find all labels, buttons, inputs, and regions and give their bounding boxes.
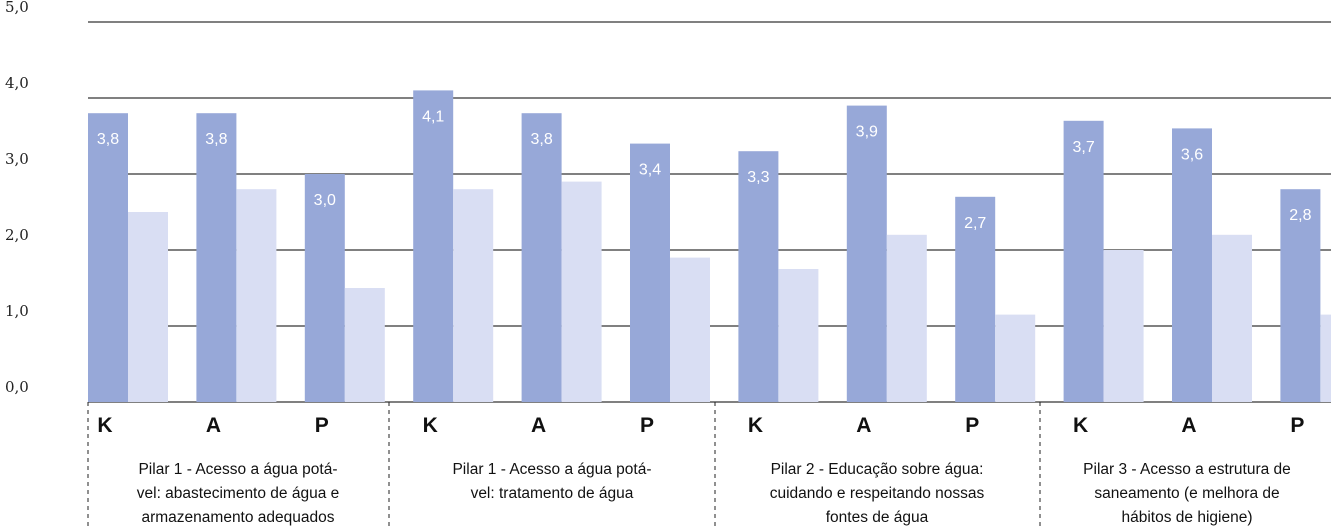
y-axis-ticks: 0,0 1,0 2,0 3,0 4,0 5,0: [5, 0, 29, 396]
group-label-line: Pilar 1 - Acesso a água potá-: [138, 461, 337, 478]
bar-value-label: 3,8: [530, 131, 552, 148]
bar-value-label: 2,8: [1289, 207, 1311, 224]
group-separators: [87, 402, 1041, 530]
bar-primary: [196, 113, 237, 402]
group-label-line: fontes de água: [826, 509, 929, 526]
bar-primary: [630, 143, 670, 402]
group-label-line: Pilar 1 - Acesso a água potá-: [452, 461, 651, 478]
bar-secondary: [561, 181, 602, 402]
x-category-label: P: [640, 414, 654, 437]
group-label-line: armazenamento adequados: [141, 509, 334, 526]
group-label: Pilar 2 - Educação sobre água: cuidando e…: [770, 461, 985, 526]
x-category-label: P: [965, 414, 979, 437]
bar-primary: [521, 113, 562, 402]
y-tick-label: 4,0: [5, 74, 29, 92]
bar-primary: [846, 105, 887, 402]
x-category-label: P: [315, 414, 329, 437]
group-labels: Pilar 1 - Acesso a água potá-vel: abaste…: [137, 461, 1291, 526]
bar-primary: [304, 174, 345, 402]
group-label-line: saneamento (e melhora de: [1094, 485, 1279, 502]
bar-value-label: 3,6: [1181, 146, 1203, 163]
x-category-label: A: [1181, 414, 1196, 437]
y-tick-label: 2,0: [5, 226, 29, 244]
x-category-label: A: [856, 414, 871, 437]
x-category-label: P: [1290, 414, 1304, 437]
bar-primary: [88, 113, 128, 402]
group-label-line: cuidando e respeitando nossas: [770, 485, 985, 502]
group-label-line: Pilar 3 - Acesso a estrutura de: [1083, 461, 1291, 478]
bar-value-label: 3,9: [856, 124, 878, 141]
group-label: Pilar 1 - Acesso a água potá-vel: abaste…: [137, 461, 340, 526]
bar-value-labels: 3,8 3,8 3,0 4,1 3,8 3,4 3,3 3,9 2,7 3,7 3,6 2,8: [97, 108, 1312, 231]
bar-secondary: [453, 189, 494, 402]
group-label-line: vel: tratamento de água: [471, 485, 634, 502]
bar-value-label: 3,7: [1072, 139, 1094, 156]
y-tick-label: 3,0: [5, 150, 29, 168]
x-category-label: K: [423, 414, 438, 437]
bar-secondary: [1212, 234, 1252, 402]
group-label: Pilar 3 - Acesso a estrutura de saneament…: [1083, 461, 1291, 526]
group-label-line: vel: abastecimento de água e: [137, 485, 340, 502]
x-category-label: K: [1073, 414, 1088, 437]
bar-secondary: [1103, 250, 1144, 402]
bar-primary: [1172, 128, 1212, 402]
bar-secondary: [886, 234, 927, 402]
y-tick-label: 5,0: [5, 0, 29, 16]
group-label-line: hábitos de higiene): [1122, 509, 1253, 526]
bar-secondary: [128, 212, 168, 402]
bar-primary: [1280, 189, 1321, 402]
bar-secondary: [778, 269, 819, 402]
bar-secondary: [995, 314, 1036, 402]
group-label-line: Pilar 2 - Educação sobre água:: [771, 461, 984, 478]
bars: [88, 90, 1331, 403]
bar-value-label: 2,7: [964, 215, 986, 232]
bar-primary: [738, 151, 779, 402]
bar-secondary: [236, 189, 277, 402]
bar-secondary: [344, 288, 385, 402]
group-label: Pilar 1 - Acesso a água potá-vel: tratam…: [452, 461, 651, 502]
y-tick-label: 1,0: [5, 302, 29, 320]
bar-value-label: 3,8: [97, 131, 119, 148]
bar-value-label: 3,0: [314, 192, 336, 209]
bar-value-label: 3,4: [639, 162, 661, 179]
y-tick-label: 0,0: [5, 378, 29, 396]
bar-secondary: [1320, 314, 1331, 402]
x-category-label: K: [748, 414, 763, 437]
bar-value-label: 3,3: [747, 169, 769, 186]
bar-primary: [955, 196, 996, 402]
bar-value-label: 4,1: [422, 108, 444, 125]
bar-value-label: 3,8: [205, 131, 227, 148]
bar-primary: [1063, 120, 1104, 403]
x-category-label: K: [97, 414, 112, 437]
bar-primary: [413, 90, 454, 403]
bar-secondary: [670, 257, 710, 402]
x-category-label: A: [206, 414, 221, 437]
x-category-label: A: [531, 414, 546, 437]
